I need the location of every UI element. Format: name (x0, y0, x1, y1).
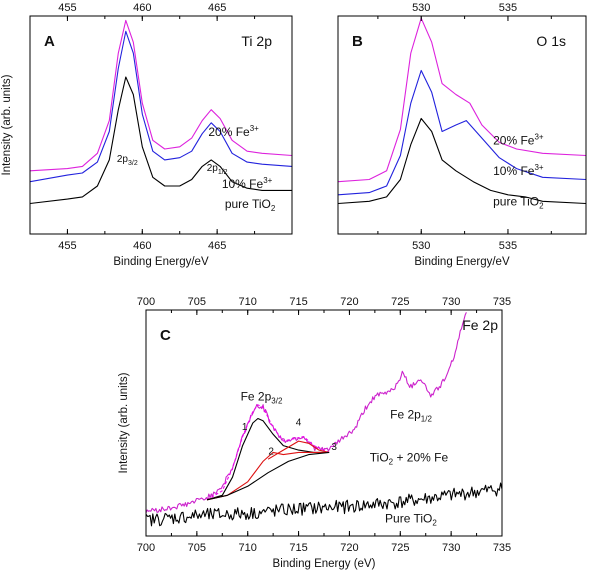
panel-letter-a: A (44, 33, 55, 50)
xtick-top-label-b-1: 535 (499, 2, 517, 14)
annotation-c-0: Fe 2p3/2 (241, 389, 283, 405)
x-axis-label-a: Binding Energy/eV (113, 256, 209, 268)
xtick-label-c-6: 730 (442, 542, 460, 554)
series-a-10-fe (30, 30, 292, 183)
panel-title-c: Fe 2p (462, 317, 498, 333)
xtick-label-c-0: 700 (137, 542, 155, 554)
component-label-c-2: 4 (296, 417, 302, 428)
component-label-c-3: 3 (331, 442, 337, 453)
series-c-peak-4 (267, 440, 330, 460)
series-b-10-fe (338, 69, 586, 196)
xtick-top-label-c-7: 735 (493, 296, 511, 308)
peak-label-a-0: 2p3/2 (117, 154, 138, 167)
y-axis-label-a: Intensity (arb. units) (1, 74, 13, 175)
xtick-top-label-a-1: 460 (133, 2, 151, 14)
series-label-b-0: pure TiO2 (493, 195, 544, 211)
annotation-c-3: Pure TiO2 (385, 511, 437, 527)
xtick-label-a-0: 455 (58, 240, 76, 252)
plot-frame-a (29, 15, 293, 235)
panel-c: 700 700 705 705 710 710 715 715 720 720 725 725 730 7… (118, 296, 511, 570)
annotation-c-1: Fe 2p1/2 (390, 407, 432, 423)
xtick-label-a-1: 460 (133, 240, 151, 252)
xtick-top-label-a-2: 465 (208, 2, 226, 14)
plot-frame-b (337, 15, 587, 235)
panel-title-a: Ti 2p (241, 33, 272, 49)
xtick-label-b-1: 535 (499, 240, 517, 252)
peak-label-a-1: 2p1/2 (207, 163, 228, 176)
panel-b: pure TiO2 10% Fe3+ 20% Fe3+ 530 530 535 535 Bin… (337, 2, 587, 268)
series-b-pure-tio (338, 117, 586, 205)
xtick-top-label-a-0: 455 (58, 2, 76, 14)
series-c-pure-tio2 (146, 482, 502, 527)
panel-a: pure TiO2 10% Fe3+ 20% Fe3+ 455 455 460 460 465… (1, 2, 293, 268)
xtick-label-c-4: 720 (340, 542, 358, 554)
series-c-background (206, 451, 330, 501)
series-label-a-2: 20% Fe3+ (208, 124, 259, 139)
xtick-label-c-2: 710 (239, 542, 257, 554)
series-label-b-2: 20% Fe3+ (493, 133, 544, 148)
xtick-label-c-3: 715 (289, 542, 307, 554)
y-axis-label-c: Intensity (arb. units) (118, 372, 130, 473)
annotation-c-2: TiO2 + 20% Fe (370, 450, 449, 466)
series-c-peak-1 (206, 417, 330, 501)
xtick-top-label-c-0: 700 (137, 296, 155, 308)
xtick-top-label-c-5: 725 (391, 296, 409, 308)
xtick-top-label-c-3: 715 (289, 296, 307, 308)
series-a-pure-tio (30, 76, 292, 205)
series-a-20-fe (30, 19, 292, 172)
x-axis-label-c: Binding Energy (eV) (273, 558, 376, 570)
xtick-top-label-c-4: 720 (340, 296, 358, 308)
xtick-label-c-1: 705 (188, 542, 206, 554)
series-label-a-1: 10% Fe3+ (222, 176, 273, 191)
series-label-a-0: pure TiO2 (225, 197, 276, 213)
plot-frame-c (145, 309, 503, 537)
xtick-label-c-5: 725 (391, 542, 409, 554)
xtick-top-label-b-0: 530 (412, 2, 430, 14)
xtick-label-b-0: 530 (412, 240, 430, 252)
xtick-label-c-7: 735 (493, 542, 511, 554)
series-c-peak-2 (206, 451, 330, 501)
panel-letter-c: C (160, 327, 171, 344)
xtick-label-a-2: 465 (208, 240, 226, 252)
xtick-top-label-c-6: 730 (442, 296, 460, 308)
component-label-c-0: 1 (242, 422, 248, 433)
xtick-top-label-c-2: 710 (239, 296, 257, 308)
xtick-top-label-c-1: 705 (188, 296, 206, 308)
panel-letter-b: B (352, 33, 363, 50)
series-c-fit-envelope (206, 404, 330, 501)
series-label-b-1: 10% Fe3+ (493, 163, 544, 178)
x-axis-label-b: Binding Energy/eV (414, 256, 510, 268)
series-b-20-fe (338, 17, 586, 183)
panel-title-b: O 1s (536, 33, 566, 49)
component-label-c-1: 2 (268, 447, 274, 458)
